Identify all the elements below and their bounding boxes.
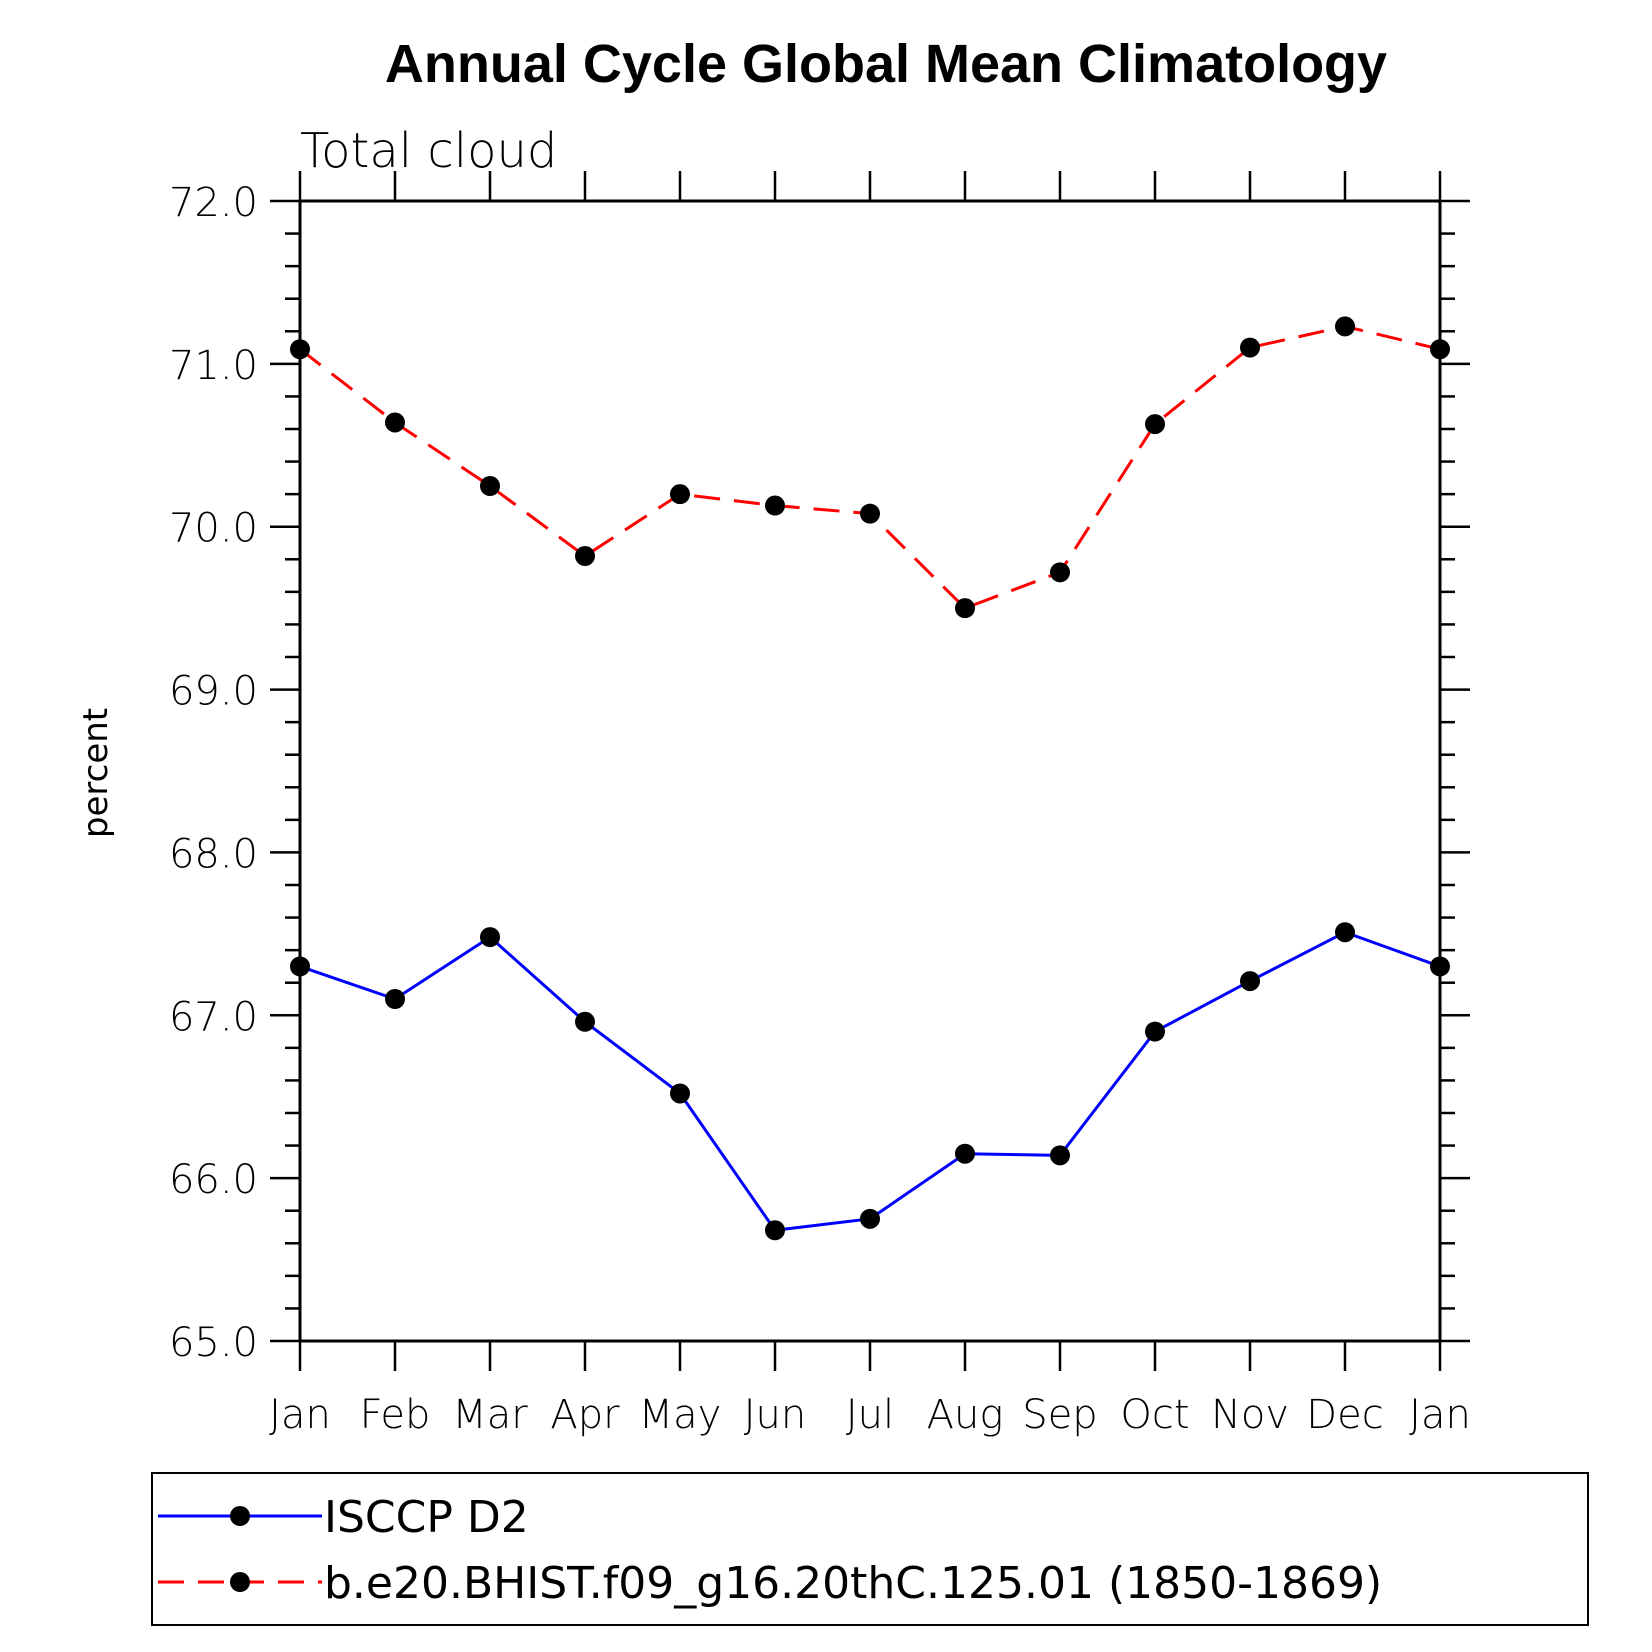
x-tick-label: Apr [550, 1392, 620, 1438]
series-2-point [480, 476, 500, 496]
series-1-point [765, 1220, 785, 1241]
legend-box [151, 1472, 1589, 1626]
series-2-point [1145, 414, 1165, 435]
x-tick-label: Dec [1306, 1392, 1383, 1438]
series-1-point [1430, 956, 1450, 977]
chart-subtitle: Total cloud [300, 123, 557, 179]
series-1-point [575, 1011, 595, 1032]
series-2-point [1050, 562, 1070, 583]
y-axis-label: percent [76, 708, 116, 838]
y-tick-label: 69.0 [169, 669, 258, 715]
series-1-point [290, 956, 310, 977]
series-1-point [955, 1143, 975, 1164]
y-tick-label: 71.0 [169, 343, 258, 389]
y-tick-label: 70.0 [169, 506, 258, 552]
series-2-point [1335, 316, 1355, 337]
y-tick-label: 65.0 [169, 1320, 258, 1366]
y-tick-label: 66.0 [169, 1157, 258, 1203]
series-2-point [1430, 339, 1450, 360]
series-1-point [860, 1208, 880, 1229]
chart-title: Annual Cycle Global Mean Climatology [385, 34, 1387, 94]
y-tick-label: 68.0 [169, 831, 258, 877]
legend: ISCCP D2 b.e20.BHIST.f09_g16.20thC.125.01… [158, 1492, 1382, 1609]
x-tick-label: Sep [1022, 1392, 1097, 1438]
x-tick-label: Oct [1120, 1392, 1189, 1438]
legend-marker-2 [230, 1572, 250, 1592]
series-line-2 [299, 324, 1441, 610]
series-2-point [290, 339, 310, 360]
series-2-point [385, 412, 405, 433]
x-tick-label: Aug [927, 1392, 1004, 1438]
series-line-1 [299, 930, 1441, 1232]
x-tick-label: May [639, 1392, 722, 1438]
series-2-point [670, 484, 690, 505]
x-tick-label: Mar [452, 1392, 528, 1438]
x-tick-label: Jun [744, 1392, 807, 1438]
legend-marker-1 [230, 1506, 250, 1526]
series-2-point [575, 546, 595, 567]
x-tick-label: Jan [269, 1392, 331, 1438]
series-2-point [1240, 337, 1260, 358]
x-tick-label: Nov [1211, 1392, 1289, 1438]
series-1-point [1335, 922, 1355, 943]
y-tick-label: 67.0 [169, 994, 258, 1040]
x-tick-label: Feb [360, 1392, 431, 1438]
series-2-point [765, 495, 785, 516]
series-layer [290, 316, 1450, 1241]
axis-ticks: 65.0 66.0 67.0 68.0 69.0 70.0 71.0 72.0 Jan Feb Ma… [169, 171, 1471, 1438]
legend-label-1: ISCCP D2 [324, 1492, 529, 1543]
series-2-point [860, 503, 880, 524]
series-2-point [955, 598, 975, 619]
series-1-point [480, 927, 500, 948]
legend-label-2: b.e20.BHIST.f09_g16.20thC.125.01 (1850-1… [324, 1558, 1382, 1609]
series-1-point [1240, 971, 1260, 992]
x-tick-label: Jul [846, 1392, 894, 1438]
series-1-point [1050, 1145, 1070, 1166]
plot-frame [298, 199, 1442, 1343]
series-1-point [670, 1083, 690, 1104]
series-1-point [385, 989, 405, 1009]
y-tick-label: 72.0 [169, 180, 258, 226]
series-1-point [1145, 1021, 1165, 1042]
x-tick-label: Jan [1409, 1392, 1471, 1438]
